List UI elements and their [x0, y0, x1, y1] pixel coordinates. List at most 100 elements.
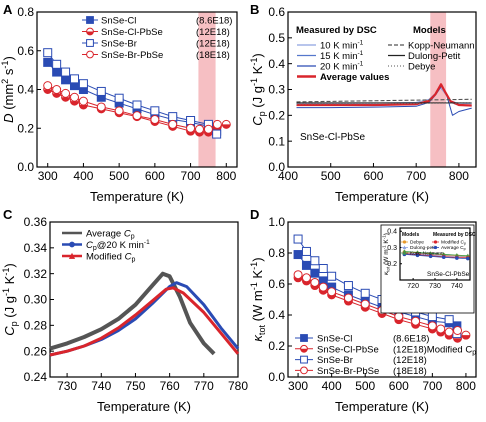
data-point-snse-cl — [293, 250, 303, 260]
panel-a-diffusivity-plot: 300 400 500 600 700 800 0.0 0.2 0.4 0.6 0.8 SnSe-Cl… — [0, 5, 238, 204]
marker-half — [52, 93, 61, 98]
y-tick-label: 0.8 — [17, 5, 34, 19]
data-point-snse-br-pbse — [168, 119, 178, 129]
data-point-snse-br — [96, 86, 106, 96]
x-tick-label: 500 — [109, 169, 129, 183]
y-tick-label: 0.0 — [17, 160, 34, 174]
legend-note: (8.6E18) — [393, 334, 429, 345]
inset-point-average-cp — [441, 255, 446, 260]
data-point-snse-br-pbse — [453, 326, 463, 335]
y-tick-label: 0.32 — [24, 267, 48, 281]
marker-half — [453, 338, 462, 343]
legend-marker-1 — [69, 241, 75, 248]
x-tick-label: 700 — [422, 379, 442, 393]
legend-note: (12E18)Modified Cp — [393, 344, 476, 356]
panel-letter-c: C — [3, 207, 13, 222]
y-tick-label: 0.6 — [268, 5, 285, 19]
marker-half — [61, 97, 70, 102]
inset-background — [380, 224, 475, 314]
data-point-snse-br — [114, 93, 124, 103]
inset-point-average-cp — [415, 253, 420, 258]
y-tick-label: 0.2 — [268, 109, 285, 123]
marker-half — [327, 294, 336, 299]
data-point-snse-br-pbse — [78, 96, 88, 106]
legend-marker-snse-br — [300, 355, 308, 364]
y-tick-label: 0.36 — [24, 215, 48, 229]
data-point-snse-br-pbse — [61, 88, 71, 98]
x-tick-label: 600 — [145, 169, 165, 183]
legend-label-kopp-neumann: Kopp-Neumann — [408, 40, 475, 51]
marker-half — [300, 348, 308, 353]
data-point-snse-cl-pbse — [221, 119, 231, 129]
legend-label-1: Cp@20 K min-1 — [86, 239, 150, 252]
inset-legend-marker — [402, 251, 407, 255]
y-tick-label: 0.24 — [24, 370, 48, 384]
series-debye — [296, 102, 472, 105]
plot-frame — [287, 221, 477, 378]
marker-half — [294, 277, 303, 282]
legend-label: SnSe-Br-PbSe — [101, 50, 163, 61]
y-axis-label: κtot (W m-1 K-1) — [249, 257, 267, 341]
marker-half — [361, 307, 370, 312]
x-tick-label: 800 — [216, 169, 236, 183]
data-point-snse-br — [186, 116, 196, 125]
y-tick-label: 0.8 — [268, 246, 285, 260]
models-legend-title: Models — [413, 25, 446, 36]
marker-half — [428, 328, 437, 333]
marker-half — [378, 313, 386, 318]
y-tick-label: 0.6 — [268, 277, 285, 291]
legend-marker-snse-cl — [86, 16, 94, 24]
y-tick-label: 0.2 — [17, 121, 34, 135]
inset-legend-label: Debye — [410, 240, 424, 246]
legend-marker-snse-br-pbse — [86, 50, 94, 59]
data-point-snse-br — [360, 288, 370, 298]
x-tick-label: 700 — [181, 169, 201, 183]
legend-marker-snse-cl-pbse — [300, 344, 308, 353]
legend-marker-snse-cl-pbse — [86, 27, 94, 36]
legend-label-average-values: Average values — [320, 72, 389, 83]
x-tick-label: 500 — [355, 379, 375, 393]
marker-half — [319, 290, 328, 295]
series-snse-br-pbse — [293, 270, 463, 337]
x-tick-label: 400 — [322, 379, 342, 393]
x-tick-label: 760 — [160, 379, 180, 393]
data-point-snse-br-pbse — [436, 324, 446, 334]
data-point-snse-br-pbse — [132, 111, 142, 121]
marker-half — [344, 301, 353, 306]
data-point-snse-br-pbse — [293, 270, 303, 280]
marker-half — [310, 285, 319, 290]
inset-sample-label: SnSe-Cl-PbSe — [427, 271, 470, 278]
marker-half — [436, 332, 445, 337]
x-tick-label: 740 — [451, 283, 463, 290]
legend-note: (12E18) — [393, 355, 427, 366]
data-point-snse-br — [43, 48, 53, 58]
data-point-snse-br-pbse — [327, 287, 337, 297]
x-tick-label: 300 — [288, 379, 308, 393]
data-point-snse-br-pbse — [195, 124, 204, 134]
legend-note: (18E18) — [393, 366, 427, 377]
series-modified-cp — [49, 286, 240, 357]
legend-label: SnSe-Cl — [101, 16, 136, 27]
data-point-snse-br-pbse — [43, 81, 53, 91]
series-average-cp — [49, 271, 216, 356]
inset-legend-label: Dulong-petit — [410, 245, 437, 251]
inset-legend-marker — [433, 240, 438, 244]
marker-half — [86, 31, 94, 35]
legend-label: SnSe-Br — [101, 39, 137, 50]
panel-letter-b: B — [250, 2, 259, 17]
x-tick-label: 740 — [91, 379, 111, 393]
x-tick-label: 730 — [429, 283, 441, 290]
y-tick-label: 0.0 — [268, 370, 285, 384]
data-point-snse-br-pbse — [186, 123, 196, 133]
data-point-snse-br-pbse — [114, 106, 124, 116]
inset-line-debye — [404, 251, 468, 257]
legend-label-10-k-min: 10 K min-1 — [320, 39, 364, 51]
legend-label-2: Modified Cp — [86, 252, 135, 264]
inset-point-average-cp — [428, 254, 433, 259]
legend-label-0: Average Cp — [86, 229, 135, 241]
panel-b-heat-capacity-plot: 400 500 600 700 800 0.0 0.1 0.2 0.3 0.4 0.5 0.6 Meas… — [249, 5, 477, 204]
data-point-snse-br — [168, 112, 178, 122]
dsc-legend-title: Measured by DSC — [296, 25, 377, 36]
data-point-snse-br — [52, 59, 62, 69]
